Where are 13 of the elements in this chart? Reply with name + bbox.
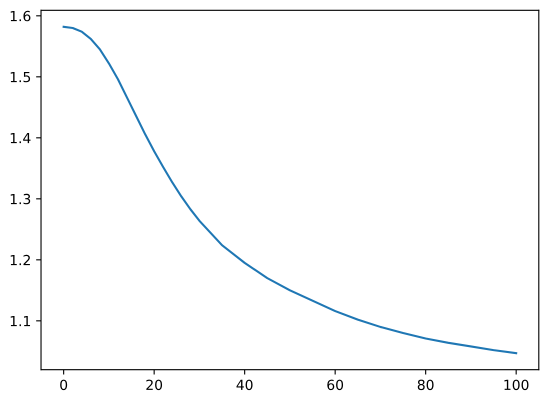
line-series xyxy=(62,26,518,354)
y-tick-label: 1.2 xyxy=(10,254,30,266)
y-tick-label: 1.3 xyxy=(10,194,30,204)
y-tick-label: 1.6 xyxy=(10,10,30,22)
y-tick-label: 1.1 xyxy=(10,316,30,326)
x-tick-label: 0 xyxy=(60,380,68,390)
x-tick-label: 20 xyxy=(146,380,162,390)
y-tick-label: 1.4 xyxy=(10,132,31,144)
x-tick-label: 40 xyxy=(236,380,253,390)
x-tick-label: 60 xyxy=(327,380,344,390)
y-tick-label: 1.5 xyxy=(10,72,30,82)
x-tick-label: 80 xyxy=(418,380,434,390)
x-tick-label: 100 xyxy=(504,380,528,390)
